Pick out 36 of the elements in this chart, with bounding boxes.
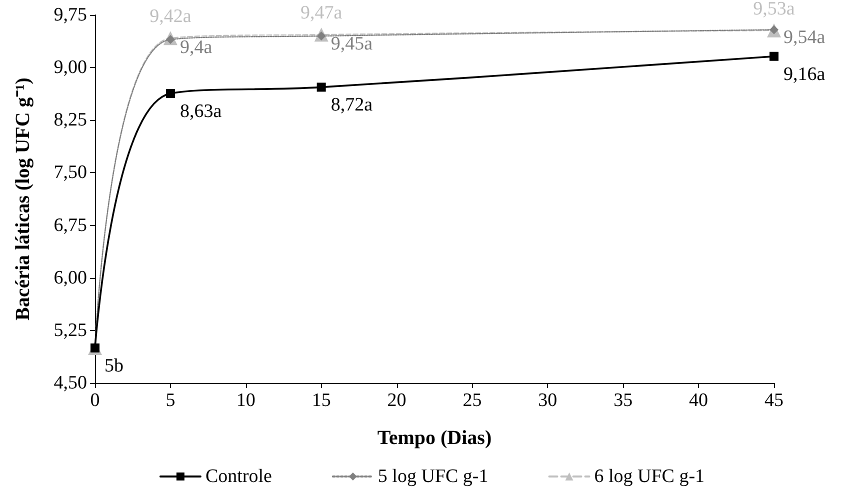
- data-label: 8,63a: [180, 101, 222, 122]
- data-label: 8,72a: [330, 94, 374, 116]
- y-tick-label: 6,75: [54, 214, 87, 236]
- x-tick-label: 5: [166, 390, 176, 411]
- legend-label: Controle: [205, 466, 272, 487]
- x-tick-label: 20: [387, 390, 406, 411]
- data-label: 9,45a: [330, 34, 374, 55]
- data-label: 9,4a: [180, 37, 213, 58]
- x-tick-label: 0: [90, 390, 100, 411]
- y-tick-label: 5,25: [54, 320, 87, 341]
- data-label: 5b: [104, 355, 124, 376]
- point: [166, 89, 175, 98]
- x-axis-title: Tempo (Dias): [377, 427, 492, 449]
- x-tick-label: 35: [614, 390, 633, 411]
- x-tick-label: 15: [312, 390, 331, 411]
- point: [770, 52, 778, 61]
- y-tick-label: 4,50: [54, 372, 87, 394]
- data-label: 9,16a: [784, 64, 826, 85]
- data-label: 9,53a: [753, 0, 796, 20]
- x-tick-label: 40: [689, 390, 708, 411]
- point: [316, 82, 326, 92]
- y-tick-label: 7,50: [54, 162, 87, 184]
- y-tick-label: 8,25: [54, 110, 87, 131]
- legend-label: 6 log UFC g-1: [594, 466, 705, 487]
- y-tick-label: 9,75: [54, 4, 87, 26]
- y-axis-title: Bacéria láticas (log UFC g⁻¹): [12, 78, 34, 320]
- data-label: 9,54a: [784, 27, 826, 48]
- x-tick-label: 45: [764, 390, 784, 411]
- legend-label: 5 log UFC g-1: [378, 466, 488, 487]
- x-tick-label: 25: [462, 390, 482, 411]
- x-tick-label: 30: [538, 390, 558, 411]
- data-label: 9,47a: [300, 2, 343, 24]
- y-tick-label: 9,00: [54, 57, 87, 78]
- data-label: 9,42a: [150, 6, 192, 28]
- y-tick-label: 6,00: [54, 267, 87, 288]
- x-tick-label: 10: [236, 390, 256, 411]
